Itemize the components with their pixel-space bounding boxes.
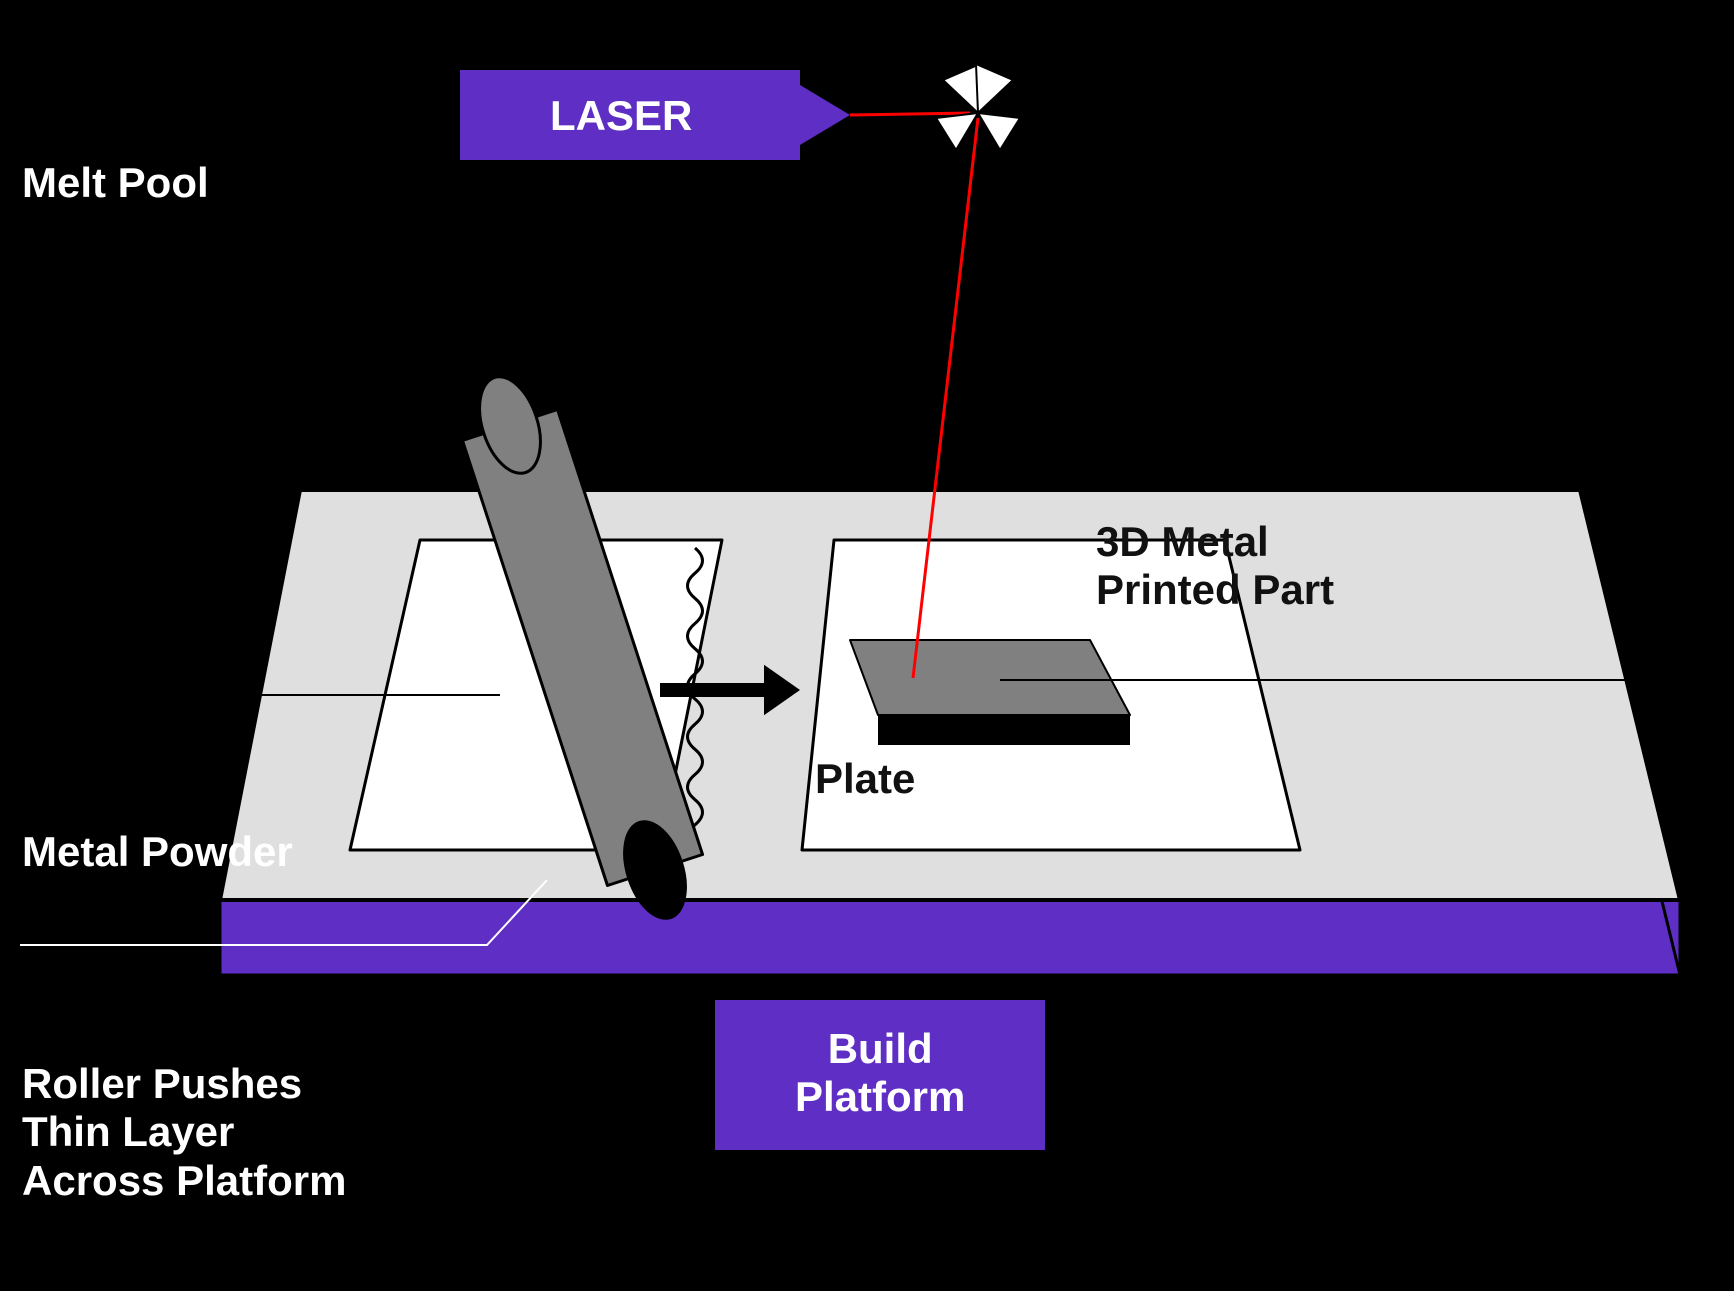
laser-label: LASER	[550, 92, 692, 140]
roller-label: Roller Pushes Thin Layer Across Platform	[22, 1060, 346, 1205]
diagram-canvas: LASER Melt Pool 3D Metal Printed Part Pl…	[0, 0, 1734, 1291]
build-platform-label: Build Platform	[795, 1025, 965, 1122]
meltpool-label: Melt Pool	[22, 159, 209, 207]
part-label: 3D Metal Printed Part	[1096, 518, 1334, 615]
plate-label: Plate	[815, 755, 915, 803]
powder-label: Metal Powder	[22, 828, 293, 876]
